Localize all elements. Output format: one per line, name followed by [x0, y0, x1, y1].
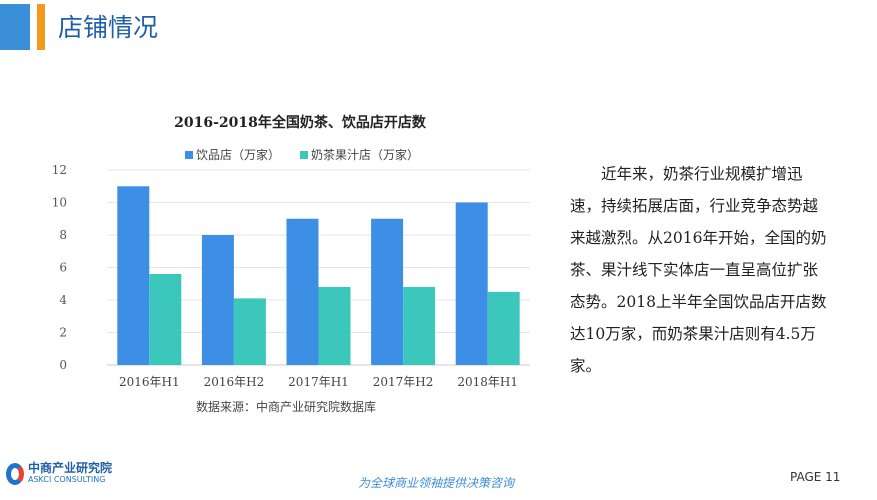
x-tick-label: 2018年H1 [457, 375, 518, 389]
footer-slogan: 为全球商业领袖提供决策咨询 [358, 476, 515, 490]
chart-legend: 饮品店（万家） 奶茶果汁店（万家） [185, 146, 419, 163]
legend-label: 饮品店（万家） [196, 148, 281, 162]
y-tick-label: 12 [52, 163, 67, 177]
x-tick-label: 2016年H1 [119, 375, 180, 389]
description-paragraph: 近年来，奶茶行业规模扩增迅速，持续拓展店面，行业竞争态势越来越激烈。从2016年… [570, 165, 827, 375]
header-accent-orange [37, 4, 45, 50]
chart-title: 2016-2018年全国奶茶、饮品店开店数 [174, 115, 426, 131]
x-tick-label: 2017年H2 [373, 375, 434, 389]
y-tick-label: 4 [59, 293, 67, 307]
y-tick-label: 8 [59, 228, 67, 242]
logo-icon [6, 462, 24, 485]
bar-0 [371, 218, 404, 365]
bar-1 [487, 291, 520, 365]
y-tick-label: 0 [59, 358, 67, 372]
legend-item-1: 奶茶果汁店（万家） [300, 146, 419, 163]
legend-swatch [185, 151, 193, 159]
page-number: PAGE 11 [790, 470, 841, 484]
header-accent-blue [0, 4, 30, 50]
bar-0 [117, 186, 150, 365]
logo-text-cn: 中商产业研究院 [28, 461, 113, 475]
bar-1 [149, 274, 182, 365]
company-logo: 中商产业研究院 ASKCI CONSULTING [6, 462, 112, 485]
bar-1 [233, 298, 266, 365]
bar-0 [455, 202, 488, 365]
legend-item-0: 饮品店（万家） [185, 146, 280, 163]
bar-1 [403, 287, 436, 365]
legend-label: 奶茶果汁店（万家） [311, 148, 420, 162]
y-tick-label: 2 [59, 326, 67, 340]
bar-0 [286, 218, 319, 365]
page-title: 店铺情况 [58, 13, 159, 42]
x-tick-label: 2016年H2 [204, 375, 265, 389]
y-tick-label: 6 [59, 261, 67, 275]
bar-0 [201, 235, 234, 365]
y-tick-label: 10 [52, 196, 67, 210]
x-tick-label: 2017年H1 [288, 375, 349, 389]
chart-source: 数据来源：中商产业研究院数据库 [196, 400, 377, 414]
legend-swatch [300, 151, 309, 159]
logo-text-en: ASKCI CONSULTING [28, 475, 106, 484]
bar-1 [318, 287, 351, 365]
